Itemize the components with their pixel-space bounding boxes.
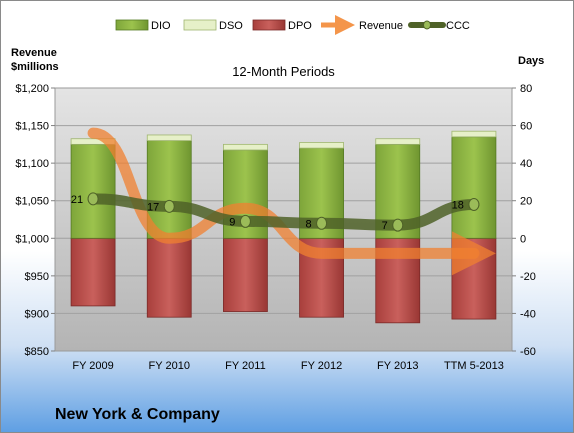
ccc-data-label: 9 bbox=[229, 216, 235, 228]
right-tick-label: 0 bbox=[520, 233, 526, 245]
company-name: New York & Company bbox=[55, 406, 220, 423]
bar-dso bbox=[146, 134, 192, 141]
ccc-data-label: 18 bbox=[452, 199, 464, 211]
category-label: FY 2012 bbox=[301, 360, 342, 372]
bar-dio bbox=[146, 140, 192, 239]
right-tick-label: 20 bbox=[520, 196, 532, 208]
right-axis-label: Days bbox=[518, 55, 544, 67]
right-tick-label: 60 bbox=[520, 121, 532, 133]
ccc-data-label: 21 bbox=[71, 194, 83, 206]
bar-dso bbox=[299, 142, 344, 149]
legend-label-dso: DSO bbox=[219, 20, 243, 32]
legend-label-revenue: Revenue bbox=[359, 20, 403, 32]
bar-dso bbox=[451, 130, 497, 138]
left-tick-label: $1,100 bbox=[15, 158, 49, 170]
bar-dio bbox=[70, 143, 116, 239]
right-tick-label: -20 bbox=[520, 271, 536, 283]
left-tick-label: $1,200 bbox=[15, 83, 49, 95]
legend-label-ccc: CCC bbox=[446, 20, 470, 32]
left-axis-label-line2: $millions bbox=[11, 61, 59, 73]
ccc-point bbox=[163, 199, 175, 213]
left-tick-label: $1,000 bbox=[15, 233, 49, 245]
revenue-line bbox=[87, 127, 496, 276]
legend-swatch-dpo bbox=[252, 19, 286, 31]
bar-dpo bbox=[223, 237, 268, 312]
legend-swatch-dio bbox=[115, 19, 149, 31]
left-tick-label: $1,050 bbox=[15, 196, 49, 208]
ccc-point bbox=[239, 214, 251, 228]
bar-dso bbox=[375, 138, 421, 145]
right-tick-label: 40 bbox=[520, 158, 532, 170]
ccc-point bbox=[87, 192, 99, 206]
bar-dso bbox=[223, 143, 268, 151]
category-label: TTM 5-2013 bbox=[444, 360, 504, 372]
ccc-point bbox=[468, 197, 480, 211]
ccc-data-label: 7 bbox=[382, 220, 388, 232]
category-label: FY 2009 bbox=[72, 360, 113, 372]
right-tick-label: -60 bbox=[520, 346, 536, 358]
chart-title: 12-Month Periods bbox=[232, 64, 335, 79]
left-tick-label: $950 bbox=[25, 271, 49, 283]
left-tick-label: $850 bbox=[25, 346, 49, 358]
legend-label-dpo: DPO bbox=[288, 20, 312, 32]
legend-swatch-dso bbox=[183, 19, 217, 31]
legend-marker-ccc bbox=[423, 20, 431, 30]
bar-dio bbox=[451, 136, 497, 239]
category-label: FY 2013 bbox=[377, 360, 418, 372]
ccc-point bbox=[316, 216, 328, 230]
ccc-point bbox=[392, 218, 404, 232]
bar-dpo bbox=[70, 237, 116, 307]
bar-dpo bbox=[146, 237, 192, 318]
ccc-data-label: 8 bbox=[305, 218, 311, 230]
category-label: FY 2010 bbox=[149, 360, 190, 372]
ccc-data-label: 17 bbox=[147, 201, 159, 213]
right-tick-label: 80 bbox=[520, 83, 532, 95]
left-axis-label-line1: Revenue bbox=[11, 47, 57, 59]
left-tick-label: $1,150 bbox=[15, 121, 49, 133]
left-tick-label: $900 bbox=[25, 308, 49, 320]
ccc-line bbox=[87, 193, 480, 231]
category-label: FY 2011 bbox=[225, 360, 266, 372]
legend-label-dio: DIO bbox=[151, 20, 171, 32]
right-tick-label: -40 bbox=[520, 308, 536, 320]
